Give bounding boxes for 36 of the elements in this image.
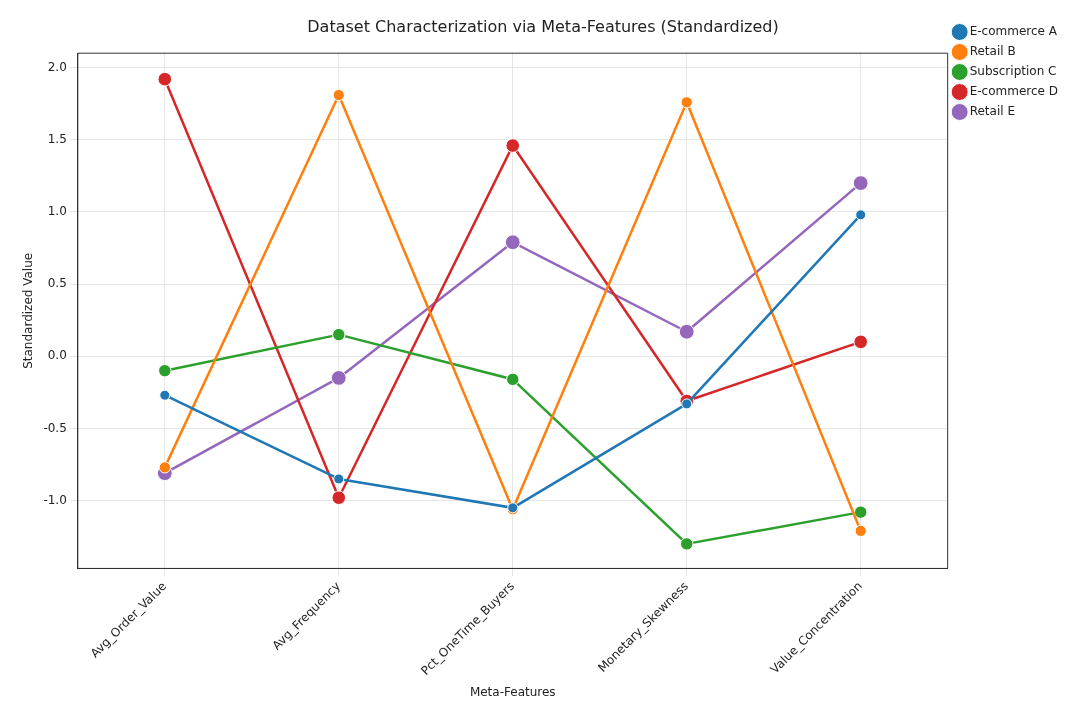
- legend-label: Subscription C: [969, 64, 1057, 79]
- point: [852, 175, 869, 191]
- x-axis-title: Meta-Features: [469, 684, 556, 699]
- point: [854, 505, 868, 519]
- point: [330, 370, 347, 386]
- point: [854, 524, 867, 538]
- legend-label: E-commerce D: [969, 84, 1059, 99]
- point: [505, 138, 521, 153]
- point: [853, 334, 868, 350]
- y-tick-label: 1.0: [47, 204, 67, 219]
- legend-label: Retail E: [969, 104, 1015, 119]
- y-tick-label: -1.0: [43, 492, 67, 507]
- point: [681, 398, 693, 410]
- point: [332, 88, 345, 102]
- point: [506, 372, 520, 387]
- point: [332, 327, 346, 342]
- legend-label: Retail B: [969, 44, 1016, 59]
- point: [157, 71, 173, 87]
- y-tick-label: 1.5: [47, 131, 67, 146]
- y-tick-label: 0.5: [47, 276, 67, 291]
- point: [680, 537, 694, 551]
- chart-title: Dataset Characterization via Meta-Features (Standardized): [307, 16, 779, 36]
- point: [158, 364, 172, 378]
- point: [678, 323, 695, 340]
- legend-label: E-commerce A: [969, 24, 1058, 39]
- y-tick-label: 0.0: [47, 348, 67, 363]
- point: [331, 490, 347, 506]
- y-axis-title: Standardized Value: [21, 252, 36, 369]
- point: [159, 389, 171, 401]
- y-tick-label: -0.5: [43, 420, 67, 435]
- point: [158, 461, 171, 474]
- y-tick-label: 2.0: [47, 59, 67, 74]
- point: [504, 234, 521, 251]
- point: [680, 96, 693, 109]
- point: [333, 473, 345, 485]
- point: [855, 209, 867, 221]
